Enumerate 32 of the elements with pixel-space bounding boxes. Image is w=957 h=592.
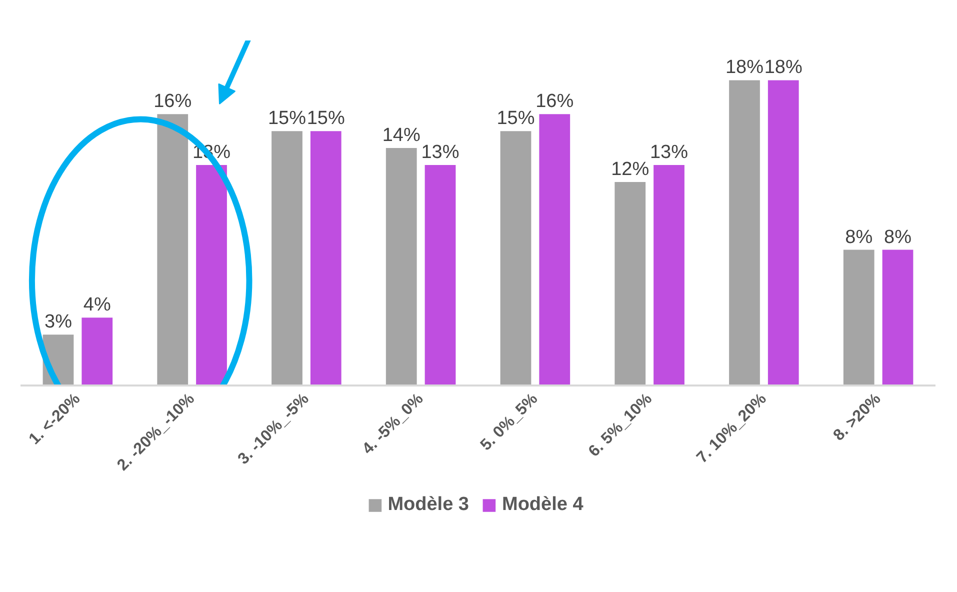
bar <box>82 318 113 386</box>
data-label: 18% <box>725 57 764 78</box>
bar <box>768 80 799 386</box>
data-label: 13% <box>650 142 688 163</box>
data-label: 8% <box>845 226 873 248</box>
bar <box>539 114 570 386</box>
data-label: 15% <box>496 108 535 130</box>
legend-label: Modèle 4 <box>502 494 584 516</box>
bar <box>729 80 760 386</box>
bar <box>500 131 532 386</box>
data-label: 16% <box>536 91 574 112</box>
legend-label: Modèle 3 <box>388 494 469 516</box>
data-label: 15% <box>306 108 345 130</box>
data-label: 18% <box>764 57 802 78</box>
bar <box>272 131 302 386</box>
data-label: 15% <box>268 108 306 130</box>
bar <box>654 165 684 386</box>
data-label: 13% <box>421 142 460 163</box>
bar <box>424 165 456 386</box>
bar <box>157 114 188 386</box>
data-label: 4% <box>83 294 111 316</box>
data-label: 16% <box>154 91 192 112</box>
data-label: 3% <box>44 312 72 333</box>
bar <box>386 148 417 386</box>
bar <box>614 182 646 386</box>
data-label: 12% <box>611 158 650 180</box>
bar <box>196 165 227 386</box>
data-label: 14% <box>382 125 420 146</box>
bar <box>310 131 342 386</box>
data-label: 8% <box>884 226 912 248</box>
bar <box>882 250 914 386</box>
bar <box>843 250 874 386</box>
